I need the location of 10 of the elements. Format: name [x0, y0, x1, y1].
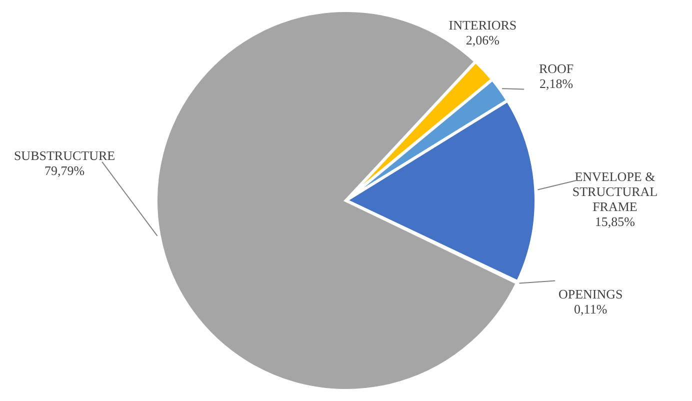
slice-label: INTERIORS [448, 18, 517, 33]
slice-label: ROOF [538, 61, 574, 76]
data-label: 0,11% [574, 301, 608, 316]
data-label: 15,85% [594, 214, 636, 229]
slice-label: ENVELOPE & STRUCTURAL FRAME [572, 168, 658, 214]
data-label: 79,79% [44, 162, 85, 178]
data-label: 2,06% [466, 32, 500, 48]
slice-label: SUBSTRUCTURE [14, 148, 116, 163]
slice-label: OPENINGS [558, 286, 623, 302]
data-label: 2,18% [540, 76, 574, 92]
